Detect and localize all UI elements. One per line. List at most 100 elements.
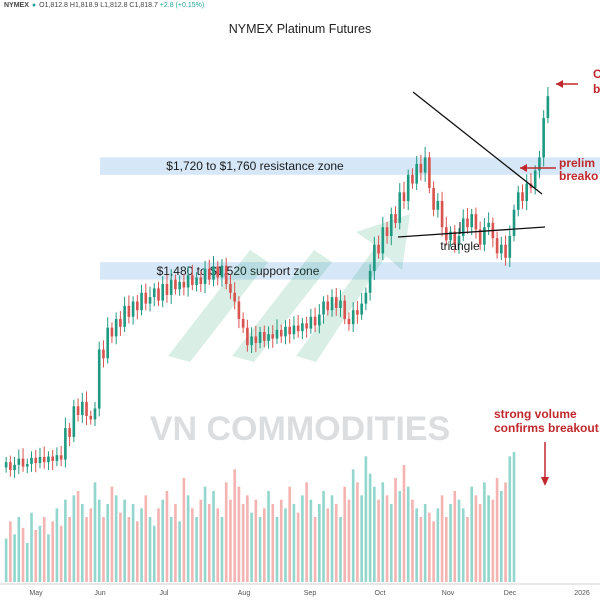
candle-body [55, 455, 59, 461]
volume-bar [504, 482, 507, 582]
volume-bar [174, 504, 177, 582]
volume-bar [250, 512, 253, 582]
volume-bar [279, 499, 283, 582]
chart-title: NYMEX Platinum Futures [229, 22, 371, 36]
volume-bar [377, 499, 380, 582]
candle-body [224, 265, 228, 284]
candle-body [241, 318, 245, 328]
live-dot-icon: ● [31, 2, 37, 9]
candle [148, 286, 152, 312]
volume-bar [364, 456, 368, 582]
candle-body [428, 157, 431, 188]
candle-body [381, 227, 385, 254]
candle [313, 307, 317, 333]
candle [30, 451, 33, 472]
candle [301, 318, 304, 340]
candle-body [80, 401, 84, 416]
candle [419, 154, 423, 181]
candle [453, 225, 457, 253]
candle-body [389, 214, 393, 236]
candle [432, 181, 435, 217]
volume-bar [491, 499, 495, 582]
candle [207, 259, 211, 285]
candle [267, 326, 270, 349]
volume-bar [76, 491, 80, 582]
triangle-upper-trendline [412, 91, 543, 195]
candle-body [470, 214, 474, 228]
candle [330, 289, 334, 317]
volume-bar [343, 486, 347, 582]
volume-bar [326, 508, 330, 582]
volume-bar [347, 499, 351, 582]
volume-bar [415, 508, 418, 582]
candle [216, 261, 220, 286]
candle-body [140, 292, 143, 311]
candle-body [246, 327, 249, 346]
volume-bar [402, 465, 406, 582]
candle-body [449, 231, 452, 241]
candle [51, 449, 54, 471]
candle-body [182, 281, 186, 288]
candle [140, 284, 143, 316]
candle [275, 319, 279, 344]
candle-body [38, 456, 42, 464]
candle [271, 325, 275, 348]
candle-body [301, 323, 304, 332]
x-tick-label: 2026 [574, 590, 590, 597]
candle-body [275, 329, 279, 339]
volume-bar [68, 517, 71, 582]
volume-bar [89, 508, 93, 582]
candle [449, 226, 452, 247]
candle-body [254, 336, 258, 343]
candle [220, 259, 224, 287]
candle [76, 398, 80, 422]
candle [59, 446, 63, 467]
candle [144, 283, 148, 311]
volume-bar [38, 525, 42, 582]
candle [229, 274, 232, 300]
candle-body [538, 157, 541, 171]
volume-bar [334, 504, 338, 582]
volume-bar [406, 486, 410, 582]
volume-bar [394, 478, 397, 582]
candle [203, 260, 207, 294]
volume-bar [373, 486, 376, 582]
candle-body [258, 332, 262, 343]
candle-body [59, 455, 63, 460]
volume-bar [322, 491, 325, 582]
watermark-layer: VN COMMODITIES [150, 214, 450, 448]
volume-bar [444, 517, 448, 582]
volume-bar [385, 495, 389, 582]
candle [169, 269, 173, 305]
candle [516, 185, 520, 217]
candle [106, 317, 110, 364]
volume-bar [17, 517, 21, 582]
volume-bar [140, 508, 143, 582]
candle [178, 275, 181, 296]
candle-body [178, 281, 181, 290]
volume-bar [144, 495, 148, 582]
candle [504, 235, 507, 266]
candle-body [402, 192, 406, 202]
candle [21, 448, 25, 472]
candle-body [322, 301, 325, 315]
candle-body [546, 96, 550, 119]
candle-body [136, 301, 139, 311]
volume-bar [389, 504, 393, 582]
candle-body [309, 316, 313, 329]
candle [415, 156, 418, 191]
volume-bar [106, 504, 110, 582]
candle [254, 325, 258, 353]
candle [533, 165, 537, 195]
candle-body [174, 279, 177, 290]
candle [364, 287, 368, 311]
candle [288, 318, 292, 344]
volume-bar [97, 499, 101, 582]
candle-body [127, 305, 131, 317]
candle-body [195, 277, 198, 285]
candle-body [394, 214, 397, 223]
candle-body [237, 301, 241, 319]
